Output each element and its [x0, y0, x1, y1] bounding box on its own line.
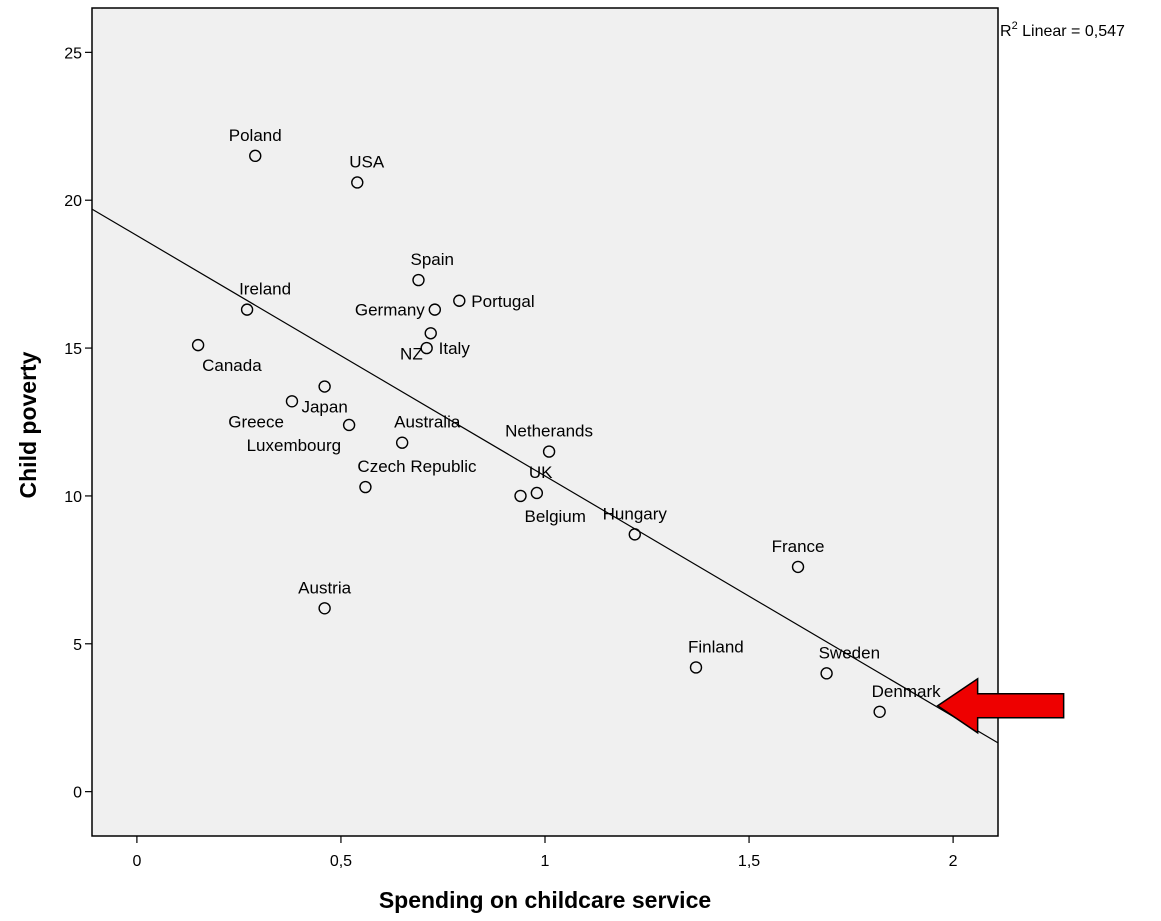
data-point — [191, 338, 205, 352]
point-label: NZ — [400, 344, 423, 363]
x-tick-label: 0,5 — [330, 853, 352, 870]
data-point — [359, 480, 372, 494]
point-label: Germany — [355, 301, 425, 320]
point-label: Poland — [229, 126, 282, 145]
data-point — [318, 602, 331, 615]
data-point — [689, 661, 703, 674]
x-tick-label: 2 — [949, 853, 958, 870]
x-tick-label: 1,5 — [738, 853, 760, 870]
x-axis: 0 0,5 1 1,5 2 — [132, 836, 958, 870]
y-tick-label: 20 — [64, 193, 82, 210]
point-label: Canada — [202, 356, 262, 375]
x-axis-title: Spending on childcare service — [379, 887, 711, 913]
data-point — [530, 486, 544, 500]
data-point — [240, 303, 254, 316]
point-label: Ireland — [239, 280, 291, 299]
data-point — [395, 436, 409, 449]
data-point — [351, 176, 364, 189]
point-label: Luxembourg — [247, 436, 342, 455]
point-label: Finland — [688, 637, 744, 656]
data-point — [420, 341, 433, 355]
point-label: France — [772, 537, 825, 556]
data-point — [342, 418, 356, 432]
red-arrow-icon — [936, 677, 1065, 735]
point-label: Sweden — [819, 643, 880, 662]
point-label: Australia — [394, 413, 461, 432]
r2-label-rest: Linear = 0,547 — [1018, 23, 1125, 40]
plot-area — [91, 7, 999, 837]
data-points — [191, 149, 886, 718]
data-point — [453, 294, 466, 307]
x-tick-label: 1 — [541, 853, 550, 870]
data-point — [873, 705, 886, 718]
data-point — [412, 273, 425, 287]
data-point — [628, 528, 641, 541]
data-point — [249, 149, 262, 163]
y-tick-label: 10 — [64, 489, 82, 506]
data-point — [428, 303, 442, 316]
data-point — [424, 327, 437, 340]
y-tick-label: 5 — [73, 637, 82, 654]
fit-line — [91, 208, 999, 744]
point-label: UK — [529, 463, 553, 482]
data-point — [285, 395, 299, 408]
y-tick-label: 0 — [73, 785, 82, 802]
point-label: Spain — [410, 250, 453, 269]
r2-label-sup: 2 — [1012, 20, 1018, 32]
r2-label-base: R — [1000, 23, 1012, 40]
point-label: Austria — [298, 578, 351, 597]
data-point — [318, 380, 331, 393]
data-point — [542, 445, 556, 458]
point-label: Netherands — [505, 422, 593, 441]
y-tick-label: 15 — [64, 341, 82, 358]
point-label: Greece — [228, 412, 284, 431]
point-label: Denmark — [872, 682, 941, 701]
point-label: Hungary — [603, 504, 668, 523]
point-label: USA — [349, 152, 385, 171]
point-label: Japan — [301, 398, 347, 417]
r2-label: R2 Linear = 0,547 — [1000, 20, 1125, 40]
y-axis-title: Child poverty — [15, 351, 41, 498]
y-axis: 0 5 10 15 20 25 — [64, 45, 92, 802]
data-point — [791, 560, 805, 574]
point-label: Czech Republic — [357, 457, 477, 476]
data-point — [820, 667, 833, 680]
x-tick-label: 0 — [132, 853, 141, 870]
y-tick-label: 25 — [64, 45, 82, 62]
point-labels: Poland USA Spain Ireland Germany Portugal Cana… — [202, 126, 941, 701]
point-label: Belgium — [525, 507, 586, 526]
point-label: Italy — [439, 339, 471, 358]
point-label: Portugal — [471, 292, 534, 311]
data-point — [514, 489, 527, 503]
